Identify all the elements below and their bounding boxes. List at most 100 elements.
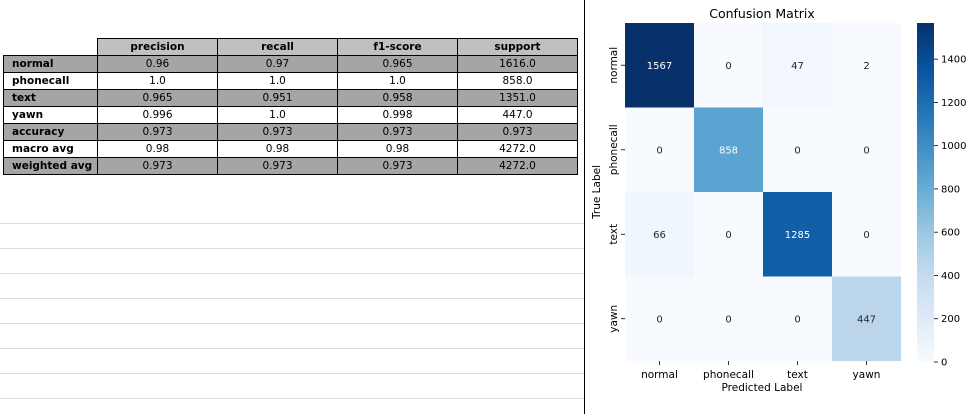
heatmap-cell [694, 192, 763, 277]
heatmap-cell [763, 276, 832, 361]
heatmap-cell [763, 192, 832, 277]
heatmap-cell-value: 47 [791, 61, 804, 72]
heatmap-cell-value: 0 [725, 314, 731, 325]
divider-line [0, 248, 584, 249]
heatmap-cell-value: 0 [725, 230, 731, 241]
report-cell: 1.0 [97, 71, 218, 90]
heatmap-cell-value: 447 [857, 314, 876, 325]
report-cell: 4272.0 [457, 156, 578, 175]
y-axis-label: True Label [591, 165, 603, 220]
heatmap-cell [832, 192, 901, 277]
divider-line [0, 323, 584, 324]
heatmap-cell [763, 23, 832, 108]
y-axis-ticks: normal phonecall text yawn [608, 47, 625, 333]
heatmap-cell-value: 0 [656, 314, 662, 325]
report-cell: 0.98 [217, 139, 338, 158]
report-cell: 0.98 [97, 139, 218, 158]
heatmap-cell [625, 107, 694, 192]
report-row: accuracy 0.973 0.973 0.973 0.973 [3, 122, 578, 141]
heatmap-cell-value: 858 [719, 145, 738, 156]
heatmap-cell [694, 276, 763, 361]
heatmap-cell [832, 276, 901, 361]
report-row-label: phonecall [3, 71, 98, 90]
heatmap-cell-value: 2 [863, 61, 869, 72]
y-tick-label: phonecall [608, 124, 620, 175]
heatmap-cell [694, 107, 763, 192]
heatmap-cell-value: 1285 [785, 230, 810, 241]
heatmap-cell-value: 0 [794, 314, 800, 325]
report-header-corner [4, 39, 98, 56]
x-axis-label: Predicted Label [722, 382, 803, 394]
x-tick-label: text [787, 369, 808, 381]
divider-line [0, 398, 584, 399]
colorbar-tick-label: 0 [941, 358, 947, 369]
report-cell: 0.98 [337, 139, 458, 158]
report-cell: 0.973 [337, 122, 458, 141]
report-cell: 1616.0 [457, 54, 578, 73]
report-row: yawn 0.996 1.0 0.998 447.0 [3, 105, 578, 124]
report-row: weighted avg 0.973 0.973 0.973 4272.0 [3, 156, 578, 175]
report-cell: 1351.0 [457, 88, 578, 107]
report-cell: 0.973 [337, 156, 458, 175]
report-cell: 1.0 [217, 105, 338, 124]
divider-line [0, 223, 584, 224]
colorbar-ticks: 0 200 400 600 800 1000 1200 1400 [934, 55, 966, 369]
heatmap-cell-value: 0 [656, 145, 662, 156]
report-cell: 0.998 [337, 105, 458, 124]
report-cell: 1.0 [337, 71, 458, 90]
heatmap-cell [832, 107, 901, 192]
colorbar [917, 23, 934, 362]
heatmap-cell-value: 66 [653, 230, 666, 241]
confusion-matrix-chart: Confusion Matrix 1567 0 47 20 858 0 066 0 1285 00… [591, 6, 966, 394]
heatmap-cell-value: 0 [725, 61, 731, 72]
colorbar-tick-label: 600 [941, 228, 960, 239]
classification-report-table: precision recall f1-score support normal… [3, 38, 578, 175]
panel-divider [584, 0, 585, 414]
y-tick-label: yawn [608, 305, 620, 333]
report-cell: 4272.0 [457, 139, 578, 158]
classification-report-panel: precision recall f1-score support normal… [0, 38, 584, 399]
colorbar-tick-label: 1400 [941, 55, 966, 66]
report-row: macro avg 0.98 0.98 0.98 4272.0 [3, 139, 578, 158]
report-cell: 0.996 [97, 105, 218, 124]
x-tick-label: normal [641, 369, 678, 381]
report-cell: 0.973 [97, 122, 218, 141]
colorbar-tick-label: 1200 [941, 98, 966, 109]
report-cell: 0.965 [97, 88, 218, 107]
heatmap-cells: 1567 0 47 2 0 858 0 0 66 0 1285 0 0 0 0 447 [625, 23, 901, 361]
colorbar-tick-label: 800 [941, 184, 960, 195]
x-tick-label: yawn [853, 369, 881, 381]
heatmap-cell-value: 0 [863, 230, 869, 241]
report-cell: 858.0 [457, 71, 578, 90]
report-row-label: yawn [3, 105, 98, 124]
colorbar-tick-label: 400 [941, 271, 960, 282]
report-cell: 0.951 [217, 88, 338, 107]
report-cell: 0.973 [97, 156, 218, 175]
heatmap-cell-value: 0 [863, 145, 869, 156]
report-row: normal 0.96 0.97 0.965 1616.0 [3, 54, 578, 73]
report-header-row: precision recall f1-score support [4, 38, 578, 56]
report-row-label: normal [3, 54, 98, 73]
report-column-header: f1-score [337, 38, 458, 56]
report-cell: 0.973 [217, 122, 338, 141]
report-column-header: recall [217, 38, 338, 56]
y-tick-label: normal [608, 47, 620, 84]
report-cell: 0.958 [337, 88, 458, 107]
report-cell: 0.973 [457, 122, 578, 141]
colorbar-tick-label: 200 [941, 314, 960, 325]
heatmap-cell [832, 23, 901, 108]
divider-line [0, 373, 584, 374]
colorbar-tick-label: 1000 [941, 141, 966, 152]
divider-line [0, 298, 584, 299]
heatmap-cell-value: 0 [794, 145, 800, 156]
report-row-label: weighted avg [3, 156, 98, 175]
report-column-header: precision [97, 38, 218, 56]
chart-title: Confusion Matrix [709, 6, 815, 21]
report-body: normal 0.96 0.97 0.965 1616.0 phonecall 1.0 1.0… [3, 54, 578, 175]
report-cell: 447.0 [457, 105, 578, 124]
report-row: phonecall 1.0 1.0 1.0 858.0 [3, 71, 578, 90]
divider-line [0, 273, 584, 274]
y-tick-label: text [608, 224, 620, 245]
report-cell: 0.973 [217, 156, 338, 175]
heatmap-cell [763, 107, 832, 192]
